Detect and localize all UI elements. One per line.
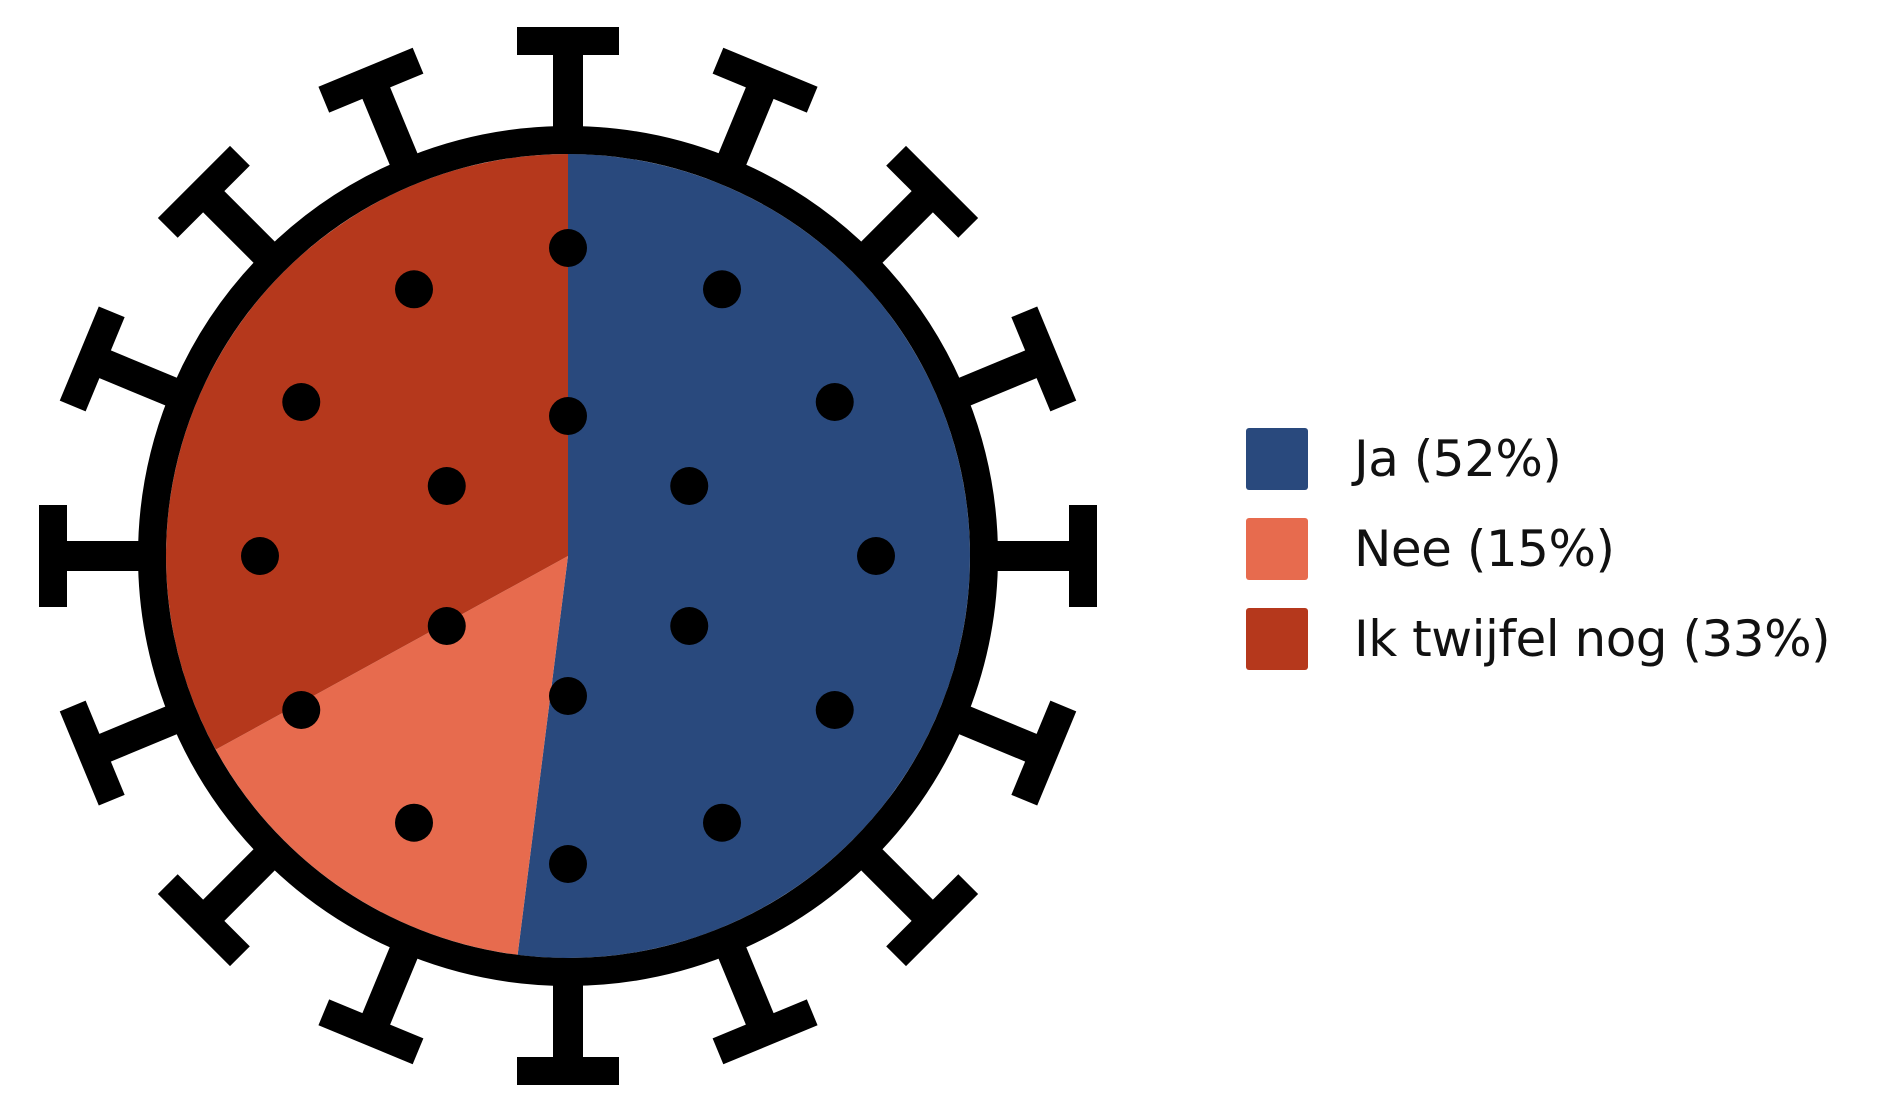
legend-swatch <box>1246 428 1308 490</box>
virus-dot <box>282 691 321 729</box>
virus-dot <box>395 270 433 309</box>
spike <box>712 47 818 178</box>
virus-ring <box>138 126 998 986</box>
virus-dot <box>857 537 895 575</box>
spike <box>318 47 424 178</box>
legend-swatch <box>1246 608 1308 670</box>
virus-dot <box>427 467 466 505</box>
spike <box>946 700 1077 806</box>
legend-label: Ja (52%) <box>1354 430 1562 488</box>
virus-dot <box>241 537 279 575</box>
legend-item-nee: Nee (15%) <box>1246 518 1830 580</box>
spike <box>712 934 818 1065</box>
spike <box>59 306 190 412</box>
virus-dot <box>549 229 587 267</box>
spike <box>851 145 979 273</box>
legend-item-ik-twijfel-nog: Ik twijfel nog (33%) <box>1246 608 1831 670</box>
virus-dot <box>670 607 709 645</box>
virus-dot <box>549 677 587 715</box>
virus-dot <box>815 383 854 421</box>
virus-dot <box>282 383 321 421</box>
virus-dots <box>241 229 895 883</box>
virus-dot <box>549 397 587 435</box>
virus-dot <box>703 270 741 309</box>
spike <box>851 839 979 967</box>
virus-dot <box>549 845 587 883</box>
pie-slice-ik-twijfel-nog <box>166 154 568 750</box>
spike <box>39 505 152 607</box>
virus-dot <box>670 467 709 505</box>
legend-label: Nee (15%) <box>1354 520 1615 578</box>
spike <box>946 306 1077 412</box>
virus-dot <box>703 803 741 842</box>
legend-swatch <box>1246 518 1308 580</box>
spike <box>157 145 285 273</box>
virus-spikes <box>39 27 1097 1085</box>
pie-slice-nee <box>215 556 568 955</box>
virus-dot <box>395 803 433 842</box>
spike <box>517 972 619 1085</box>
spike <box>157 839 285 967</box>
spike <box>517 27 619 140</box>
spike <box>984 505 1097 607</box>
legend-item-ja: Ja (52%) <box>1246 428 1830 490</box>
spike <box>318 934 424 1065</box>
spike <box>59 700 190 806</box>
virus-dot <box>815 691 854 729</box>
pie-slice-ja <box>517 154 970 958</box>
virus-dot <box>427 607 466 645</box>
legend-label: Ik twijfel nog (33%) <box>1354 610 1831 668</box>
legend: Ja (52%) Nee (15%) Ik twijfel nog (33%) <box>1246 428 1831 698</box>
pie-slices <box>166 154 970 958</box>
